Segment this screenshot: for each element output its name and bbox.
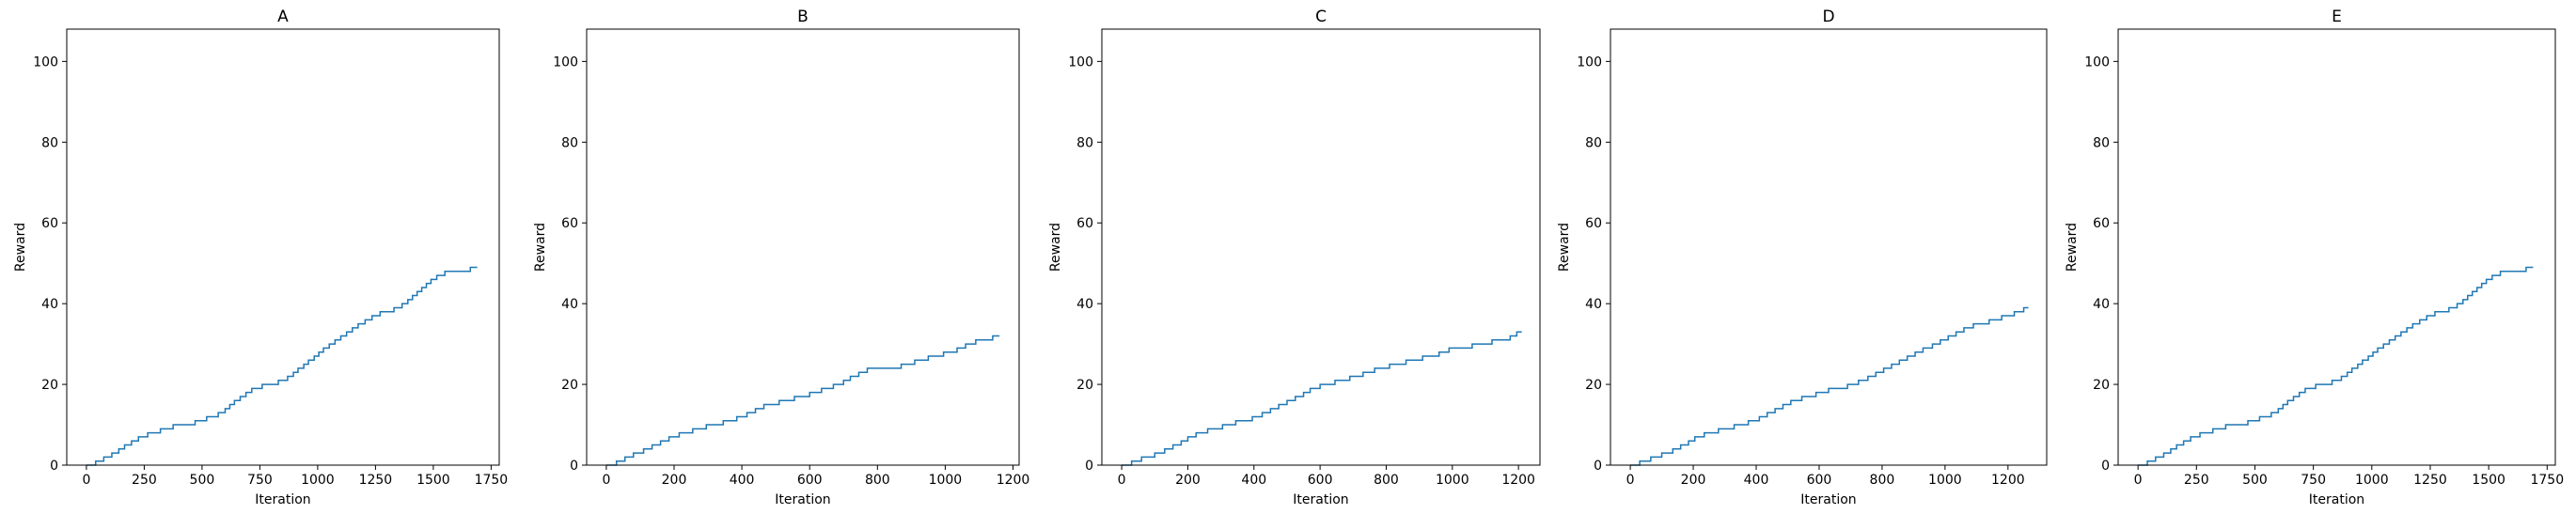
- x-axis-label: Iteration: [775, 492, 830, 507]
- y-axis-label: Reward: [533, 223, 548, 272]
- y-tick-label: 80: [1076, 135, 1093, 150]
- y-axis-label: Reward: [1557, 223, 1572, 272]
- y-axis-label: Reward: [2065, 223, 2080, 272]
- chart-title: B: [797, 8, 809, 26]
- x-tick-label: 800: [865, 473, 890, 488]
- y-tick-label: 0: [50, 459, 58, 474]
- y-tick-label: 60: [41, 216, 58, 231]
- y-tick-label: 40: [561, 297, 578, 312]
- chart-panel-d: 0 200 400 600 800 1000 1200 0 20 40 60 80 100 D Iterat…: [1557, 8, 2048, 507]
- y-tick-label: 0: [570, 459, 578, 474]
- chart-title: D: [1822, 8, 1834, 26]
- y-tick-label: 20: [1076, 378, 1093, 393]
- x-tick-label: 200: [1681, 473, 1706, 488]
- y-tick-label: 0: [2101, 459, 2110, 474]
- y-tick-label: 20: [561, 378, 578, 393]
- y-tick-label: 80: [1585, 135, 1602, 150]
- x-tick-label: 200: [1175, 473, 1201, 488]
- x-tick-label: 600: [797, 473, 823, 488]
- x-tick-label: 1750: [475, 473, 509, 488]
- x-tick-label: 1250: [359, 473, 393, 488]
- y-tick-label: 40: [1585, 297, 1602, 312]
- y-tick-label: 60: [2093, 216, 2110, 231]
- x-axis-label: Iteration: [2309, 492, 2364, 507]
- series-line: [605, 335, 1000, 466]
- x-tick-label: 1000: [1928, 473, 1962, 488]
- chart-panel-c: 0 200 400 600 800 1000 1200 0 20 40 60 80 100 C Iterat…: [1048, 8, 1541, 507]
- x-tick-label: 1200: [1991, 473, 2025, 488]
- y-tick-label: 100: [553, 55, 578, 70]
- x-tick-label: 1200: [1501, 473, 1535, 488]
- x-tick-label: 0: [602, 473, 610, 488]
- x-tick-label: 0: [82, 473, 90, 488]
- x-tick-label: 400: [1241, 473, 1266, 488]
- x-tick-label: 1000: [929, 473, 963, 488]
- y-tick-label: 80: [41, 135, 58, 150]
- x-tick-label: 1500: [416, 473, 450, 488]
- x-axis-label: Iteration: [1293, 492, 1348, 507]
- y-tick-label: 60: [1585, 216, 1602, 231]
- chart-panel-e: 0 250 500 750 1000 1250 1500 1750 0 20 40 60 80 100 E I…: [2065, 8, 2564, 507]
- series-line: [86, 266, 478, 466]
- y-tick-label: 80: [561, 135, 578, 150]
- y-axis-label: Reward: [1048, 223, 1063, 272]
- y-tick-label: 20: [1585, 378, 1602, 393]
- y-tick-label: 20: [41, 378, 58, 393]
- x-tick-label: 600: [1308, 473, 1333, 488]
- y-tick-label: 80: [2093, 135, 2110, 150]
- axes-frame: [1101, 28, 1541, 466]
- x-tick-label: 1200: [997, 473, 1030, 488]
- x-tick-label: 750: [247, 473, 273, 488]
- x-tick-label: 750: [2301, 473, 2326, 488]
- y-axis-label: Reward: [13, 223, 28, 272]
- series-line: [1630, 306, 2029, 466]
- chart-title: E: [2332, 8, 2342, 26]
- x-axis-label: Iteration: [255, 492, 310, 507]
- y-tick-label: 40: [2093, 297, 2110, 312]
- chart-title: C: [1315, 8, 1327, 26]
- y-tick-label: 60: [1076, 216, 1093, 231]
- axes-frame: [586, 28, 1020, 466]
- x-axis-label: Iteration: [1800, 492, 1856, 507]
- x-tick-label: 0: [2134, 473, 2143, 488]
- x-tick-label: 500: [2242, 473, 2268, 488]
- x-tick-label: 250: [2184, 473, 2209, 488]
- y-tick-label: 60: [561, 216, 578, 231]
- axes-frame: [2117, 28, 2556, 466]
- x-tick-label: 0: [1118, 473, 1126, 488]
- y-tick-label: 100: [33, 55, 58, 70]
- y-tick-label: 40: [41, 297, 58, 312]
- x-tick-label: 1750: [2530, 473, 2564, 488]
- series-line: [1122, 331, 1522, 466]
- axes-frame: [66, 28, 500, 466]
- chart-title: A: [277, 8, 289, 26]
- y-tick-label: 20: [2093, 378, 2110, 393]
- x-tick-label: 400: [1744, 473, 1769, 488]
- y-tick-label: 40: [1076, 297, 1093, 312]
- x-tick-label: 800: [1374, 473, 1399, 488]
- x-tick-label: 1250: [2413, 473, 2447, 488]
- chart-panel-b: 0 200 400 600 800 1000 1200 0 20 40 60 80 100 B Iterat…: [533, 8, 1029, 507]
- x-tick-label: 1500: [2472, 473, 2505, 488]
- x-tick-label: 0: [1626, 473, 1635, 488]
- x-tick-label: 1000: [301, 473, 335, 488]
- y-tick-label: 100: [2084, 55, 2110, 70]
- y-tick-label: 100: [1068, 55, 1093, 70]
- x-tick-label: 1000: [2355, 473, 2389, 488]
- y-tick-label: 0: [1085, 459, 1093, 474]
- axes-frame: [1610, 28, 2048, 466]
- x-tick-label: 1000: [1436, 473, 1469, 488]
- chart-panel-a: 0 250 500 750 1000 1250 1500 1750 0 20 40 60 80 100 A I…: [13, 8, 508, 507]
- x-tick-label: 400: [730, 473, 755, 488]
- x-tick-label: 200: [662, 473, 687, 488]
- x-tick-label: 250: [132, 473, 157, 488]
- y-tick-label: 100: [1577, 55, 1602, 70]
- series-line: [2138, 266, 2534, 466]
- x-tick-label: 800: [1870, 473, 1895, 488]
- x-tick-label: 500: [190, 473, 215, 488]
- x-tick-label: 600: [1807, 473, 1832, 488]
- y-tick-label: 0: [1594, 459, 1602, 474]
